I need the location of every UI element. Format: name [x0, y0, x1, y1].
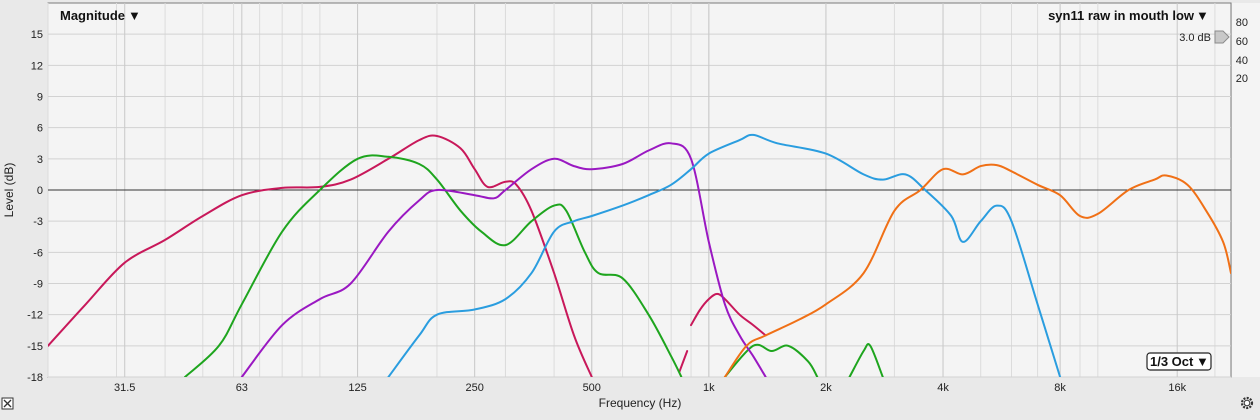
- y-tick-label: -18: [27, 372, 43, 384]
- y-tick-label: -3: [33, 216, 43, 228]
- x-tick-labels: 31.5 63 125 250 500 1k 2k 4k 8k 16k: [114, 382, 1187, 394]
- y-tick-label: 15: [31, 29, 43, 41]
- y-tick-label: 12: [31, 60, 43, 72]
- series-line-orange-8: [723, 163, 1231, 377]
- x-tick-label: 2k: [820, 382, 832, 394]
- x-tick-label: 500: [583, 382, 601, 394]
- series-line-green-4: [723, 343, 819, 377]
- measurement-dropdown-arrow[interactable]: ▼: [1196, 8, 1209, 23]
- series-line-crimson-0: [48, 134, 593, 377]
- right-scale-tick-label: 60: [1236, 36, 1248, 48]
- series-line-green-5: [848, 343, 884, 377]
- y-tick-label: -9: [33, 279, 43, 291]
- y-tick-label: -12: [27, 310, 43, 322]
- right-scale-strip: [1232, 3, 1260, 377]
- y-axis-title: Level (dB): [2, 163, 16, 218]
- y-tick-label: 0: [37, 185, 43, 197]
- series-line-crimson-1: [690, 292, 767, 337]
- x-tick-label: 16k: [1168, 382, 1186, 394]
- y-tick-label: 9: [37, 92, 43, 104]
- series-line-purple-6: [240, 142, 767, 377]
- right-scale-tick-label: 80: [1236, 17, 1248, 29]
- series-group: [48, 133, 1231, 377]
- x-tick-label: 250: [465, 382, 483, 394]
- smoothing-button[interactable]: [1146, 352, 1212, 371]
- x-tick-label: 125: [348, 382, 366, 394]
- x-axis-title: Frequency (Hz): [599, 396, 682, 410]
- series-line-crimson-2: [678, 350, 689, 373]
- y-tick-label: 6: [37, 123, 43, 135]
- series-line-blue-7: [387, 133, 1062, 377]
- magnitude-label[interactable]: Magnitude: [60, 8, 125, 23]
- y-tick-labels: 15 12 9 6 3 0 -3 -6 -9 -12 -15 -18: [27, 29, 43, 384]
- x-tick-label: 1k: [703, 382, 715, 394]
- x-tick-label: 31.5: [114, 382, 135, 394]
- measurement-name-label[interactable]: syn11 raw in mouth low: [1048, 8, 1195, 23]
- gear-icon[interactable]: [1240, 396, 1254, 410]
- x-tick-label: 4k: [937, 382, 949, 394]
- offset-label: 3.0 dB: [1179, 32, 1211, 44]
- y-tick-label: 3: [37, 154, 43, 166]
- y-tick-label: -6: [33, 247, 43, 259]
- series-line-green-3: [184, 154, 683, 377]
- magnitude-dropdown-arrow[interactable]: ▼: [128, 8, 141, 23]
- close-icon[interactable]: [1, 397, 14, 410]
- x-tick-label: 8k: [1054, 382, 1066, 394]
- right-scale-tick-label: 20: [1236, 73, 1248, 85]
- right-scale-tick-label: 40: [1236, 55, 1248, 67]
- offset-slider-handle[interactable]: [1214, 30, 1230, 44]
- smoothing-dropdown-arrow: ▼: [1196, 354, 1209, 369]
- right-scale-tick-labels: 80 60 40 20: [1236, 17, 1248, 85]
- y-tick-label: -15: [27, 341, 43, 353]
- smoothing-label: 1/3 Oct: [1150, 354, 1194, 369]
- x-tick-label: 63: [236, 382, 248, 394]
